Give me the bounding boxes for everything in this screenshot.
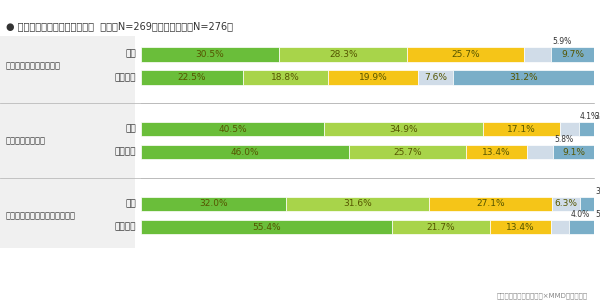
Bar — [141, 47, 279, 62]
Bar — [141, 70, 243, 85]
Bar — [141, 122, 325, 136]
Bar — [141, 197, 286, 211]
Text: 処分が簡単だから: 処分が簡単だから — [6, 136, 46, 145]
Text: 55.4%: 55.4% — [252, 223, 281, 232]
Bar — [578, 122, 593, 136]
Text: 日本: 日本 — [126, 199, 136, 208]
Bar — [325, 122, 482, 136]
Text: アメリカ: アメリカ — [115, 73, 136, 82]
Text: 5.8%: 5.8% — [554, 135, 573, 144]
Bar — [553, 145, 594, 159]
Bar — [569, 220, 593, 234]
Text: 4.0%: 4.0% — [571, 210, 590, 219]
Text: 34.9%: 34.9% — [389, 124, 418, 133]
Bar — [392, 220, 490, 234]
Text: 22.5%: 22.5% — [178, 73, 206, 82]
Bar — [560, 122, 578, 136]
Bar — [482, 122, 560, 136]
Bar — [279, 47, 407, 62]
Bar — [429, 197, 552, 211]
Text: 32.0%: 32.0% — [199, 199, 228, 208]
Text: 7.6%: 7.6% — [424, 73, 447, 82]
Text: 28.3%: 28.3% — [329, 50, 358, 59]
Text: 9.7%: 9.7% — [561, 50, 584, 59]
Bar — [490, 220, 551, 234]
Text: 30.5%: 30.5% — [196, 50, 224, 59]
Bar — [418, 70, 452, 85]
Bar — [328, 70, 418, 85]
Text: 9.1%: 9.1% — [562, 148, 585, 157]
Text: 6.3%: 6.3% — [554, 199, 578, 208]
Bar — [141, 145, 349, 159]
Text: 31.6%: 31.6% — [343, 199, 372, 208]
Bar — [524, 47, 551, 62]
Bar — [527, 145, 553, 159]
Text: 21.7%: 21.7% — [427, 223, 455, 232]
Text: 3.0%: 3.0% — [595, 187, 600, 196]
Text: 17.1%: 17.1% — [507, 124, 536, 133]
Text: 5.4%: 5.4% — [595, 210, 600, 219]
Text: アメリカ: アメリカ — [115, 223, 136, 232]
Text: ● 端末の処分方法を選んだ理由  日本（N=269）、アメリカ（N=276）: ● 端末の処分方法を選んだ理由 日本（N=269）、アメリカ（N=276） — [6, 21, 233, 31]
Bar — [551, 47, 595, 62]
Bar — [551, 220, 569, 234]
Text: 4.1%: 4.1% — [580, 112, 599, 121]
Text: 19.9%: 19.9% — [359, 73, 388, 82]
Bar — [466, 145, 527, 159]
Text: データが消去されて安心だから: データが消去されて安心だから — [6, 211, 76, 220]
Text: 日本: 日本 — [126, 50, 136, 59]
Text: 27.1%: 27.1% — [476, 199, 505, 208]
Text: 13.4%: 13.4% — [506, 223, 535, 232]
Text: 25.7%: 25.7% — [451, 50, 480, 59]
Text: 18.8%: 18.8% — [271, 73, 300, 82]
Text: アメリカ: アメリカ — [115, 148, 136, 157]
Text: 得られる金额が高いから: 得られる金额が高いから — [6, 61, 61, 70]
Text: 25.7%: 25.7% — [393, 148, 422, 157]
Text: 日本: 日本 — [126, 124, 136, 133]
Bar — [349, 145, 466, 159]
Text: 5.9%: 5.9% — [552, 37, 571, 46]
Bar — [243, 70, 328, 85]
Bar — [452, 70, 594, 85]
Text: 40.5%: 40.5% — [218, 124, 247, 133]
Text: 13.4%: 13.4% — [482, 148, 511, 157]
Text: 3.3%: 3.3% — [595, 112, 600, 121]
Bar — [580, 197, 594, 211]
Bar — [552, 197, 580, 211]
Text: オークネット総合研究所×MMD研究所調べ: オークネット総合研究所×MMD研究所調べ — [497, 292, 588, 299]
Bar — [286, 197, 429, 211]
Text: 31.2%: 31.2% — [509, 73, 538, 82]
Text: 46.0%: 46.0% — [231, 148, 260, 157]
Bar — [407, 47, 524, 62]
Bar — [141, 220, 392, 234]
